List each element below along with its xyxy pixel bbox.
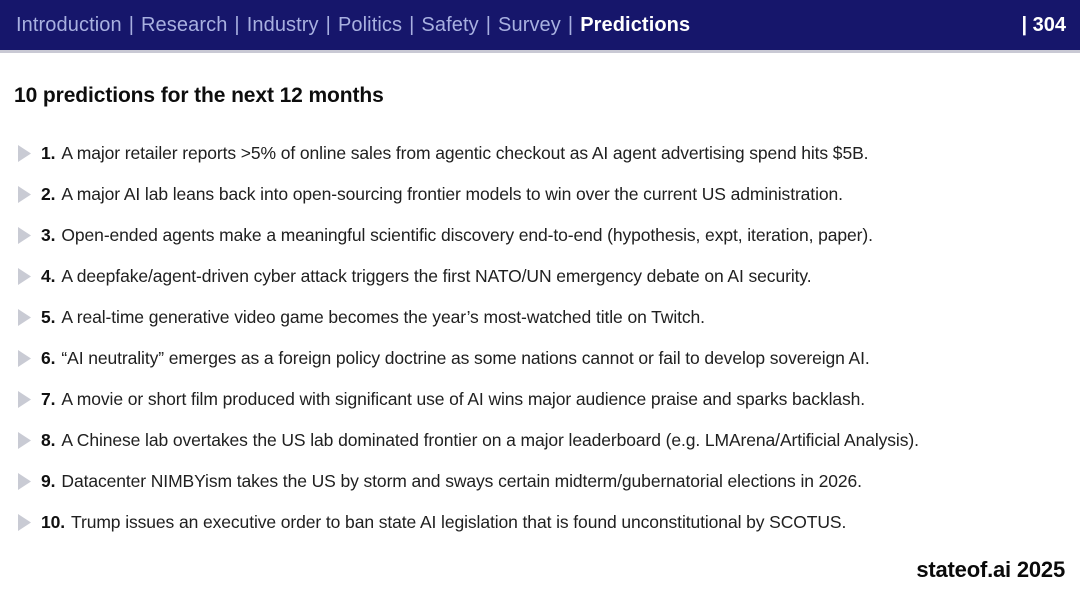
play-bullet-icon — [18, 268, 31, 285]
nav-item-industry[interactable]: Industry — [246, 13, 319, 36]
nav-item-introduction[interactable]: Introduction — [16, 13, 122, 36]
stateofai-brand-link[interactable]: stateof.ai 2025 — [916, 557, 1065, 582]
prediction-item-10: 10. Trump issues an executive order to b… — [18, 502, 1080, 543]
prediction-number: 4. — [41, 266, 56, 286]
prediction-text: A major AI lab leans back into open-sour… — [61, 184, 843, 204]
prediction-text: A movie or short film produced with sign… — [61, 389, 866, 409]
predictions-list: 1. A major retailer reports >5% of onlin… — [0, 133, 1080, 543]
prediction-item-3: 3. Open-ended agents make a meaningful s… — [18, 215, 1080, 256]
play-bullet-icon — [18, 186, 31, 203]
prediction-item-8: 8. A Chinese lab overtakes the US lab do… — [18, 420, 1080, 461]
nav-separator: | — [485, 13, 492, 36]
prediction-text: Datacenter NIMBYism takes the US by stor… — [61, 471, 862, 491]
prediction-item-2: 2. A major AI lab leans back into open-s… — [18, 174, 1080, 215]
nav-item-safety[interactable]: Safety — [421, 13, 479, 36]
prediction-number: 1. — [41, 143, 56, 163]
prediction-item-6: 6. “AI neutrality” emerges as a foreign … — [18, 338, 1080, 379]
prediction-text: A major retailer reports >5% of online s… — [61, 143, 869, 163]
prediction-number: 2. — [41, 184, 56, 204]
page-number: | 304 — [1021, 13, 1066, 36]
prediction-text: A Chinese lab overtakes the US lab domin… — [61, 430, 919, 450]
nav-separator: | — [409, 13, 415, 36]
prediction-item-5: 5. A real-time generative video game bec… — [18, 297, 1080, 338]
play-bullet-icon — [18, 227, 31, 244]
nav-separator: | — [325, 13, 331, 36]
play-bullet-icon — [18, 391, 31, 408]
page-title: 10 predictions for the next 12 months — [14, 84, 384, 107]
prediction-text: A deepfake/agent-driven cyber attack tri… — [61, 266, 812, 286]
play-bullet-icon — [18, 514, 31, 531]
play-bullet-icon — [18, 432, 31, 449]
prediction-number: 7. — [41, 389, 56, 409]
prediction-number: 6. — [41, 348, 56, 368]
prediction-number: 5. — [41, 307, 56, 327]
prediction-text: Open-ended agents make a meaningful scie… — [61, 225, 873, 245]
prediction-number: 3. — [41, 225, 56, 245]
prediction-text: A real-time generative video game become… — [61, 307, 705, 327]
section-nav: Introduction | Research | Industry | Politics |… — [16, 14, 690, 37]
prediction-number: 10. — [41, 512, 66, 532]
nav-item-survey[interactable]: Survey — [498, 13, 561, 36]
play-bullet-icon — [18, 309, 31, 326]
header-divider — [0, 50, 1080, 53]
play-bullet-icon — [18, 350, 31, 367]
header-bar: Introduction | Research | Industry | Politics |… — [0, 0, 1080, 50]
prediction-number: 8. — [41, 430, 56, 450]
prediction-text: Trump issues an executive order to ban s… — [71, 512, 847, 532]
nav-item-research[interactable]: Research — [141, 13, 228, 36]
nav-separator: | — [128, 13, 135, 36]
play-bullet-icon — [18, 473, 31, 490]
prediction-text: “AI neutrality” emerges as a foreign pol… — [61, 348, 870, 368]
prediction-item-9: 9. Datacenter NIMBYism takes the US by s… — [18, 461, 1080, 502]
prediction-item-1: 1. A major retailer reports >5% of onlin… — [18, 133, 1080, 174]
nav-item-politics[interactable]: Politics — [337, 13, 403, 36]
nav-separator: | — [234, 13, 240, 36]
nav-item-predictions-active[interactable]: Predictions — [580, 13, 691, 36]
nav-separator: | — [567, 13, 574, 36]
play-bullet-icon — [18, 145, 31, 162]
prediction-item-4: 4. A deepfake/agent-driven cyber attack … — [18, 256, 1080, 297]
prediction-number: 9. — [41, 471, 56, 491]
prediction-item-7: 7. A movie or short film produced with s… — [18, 379, 1080, 420]
